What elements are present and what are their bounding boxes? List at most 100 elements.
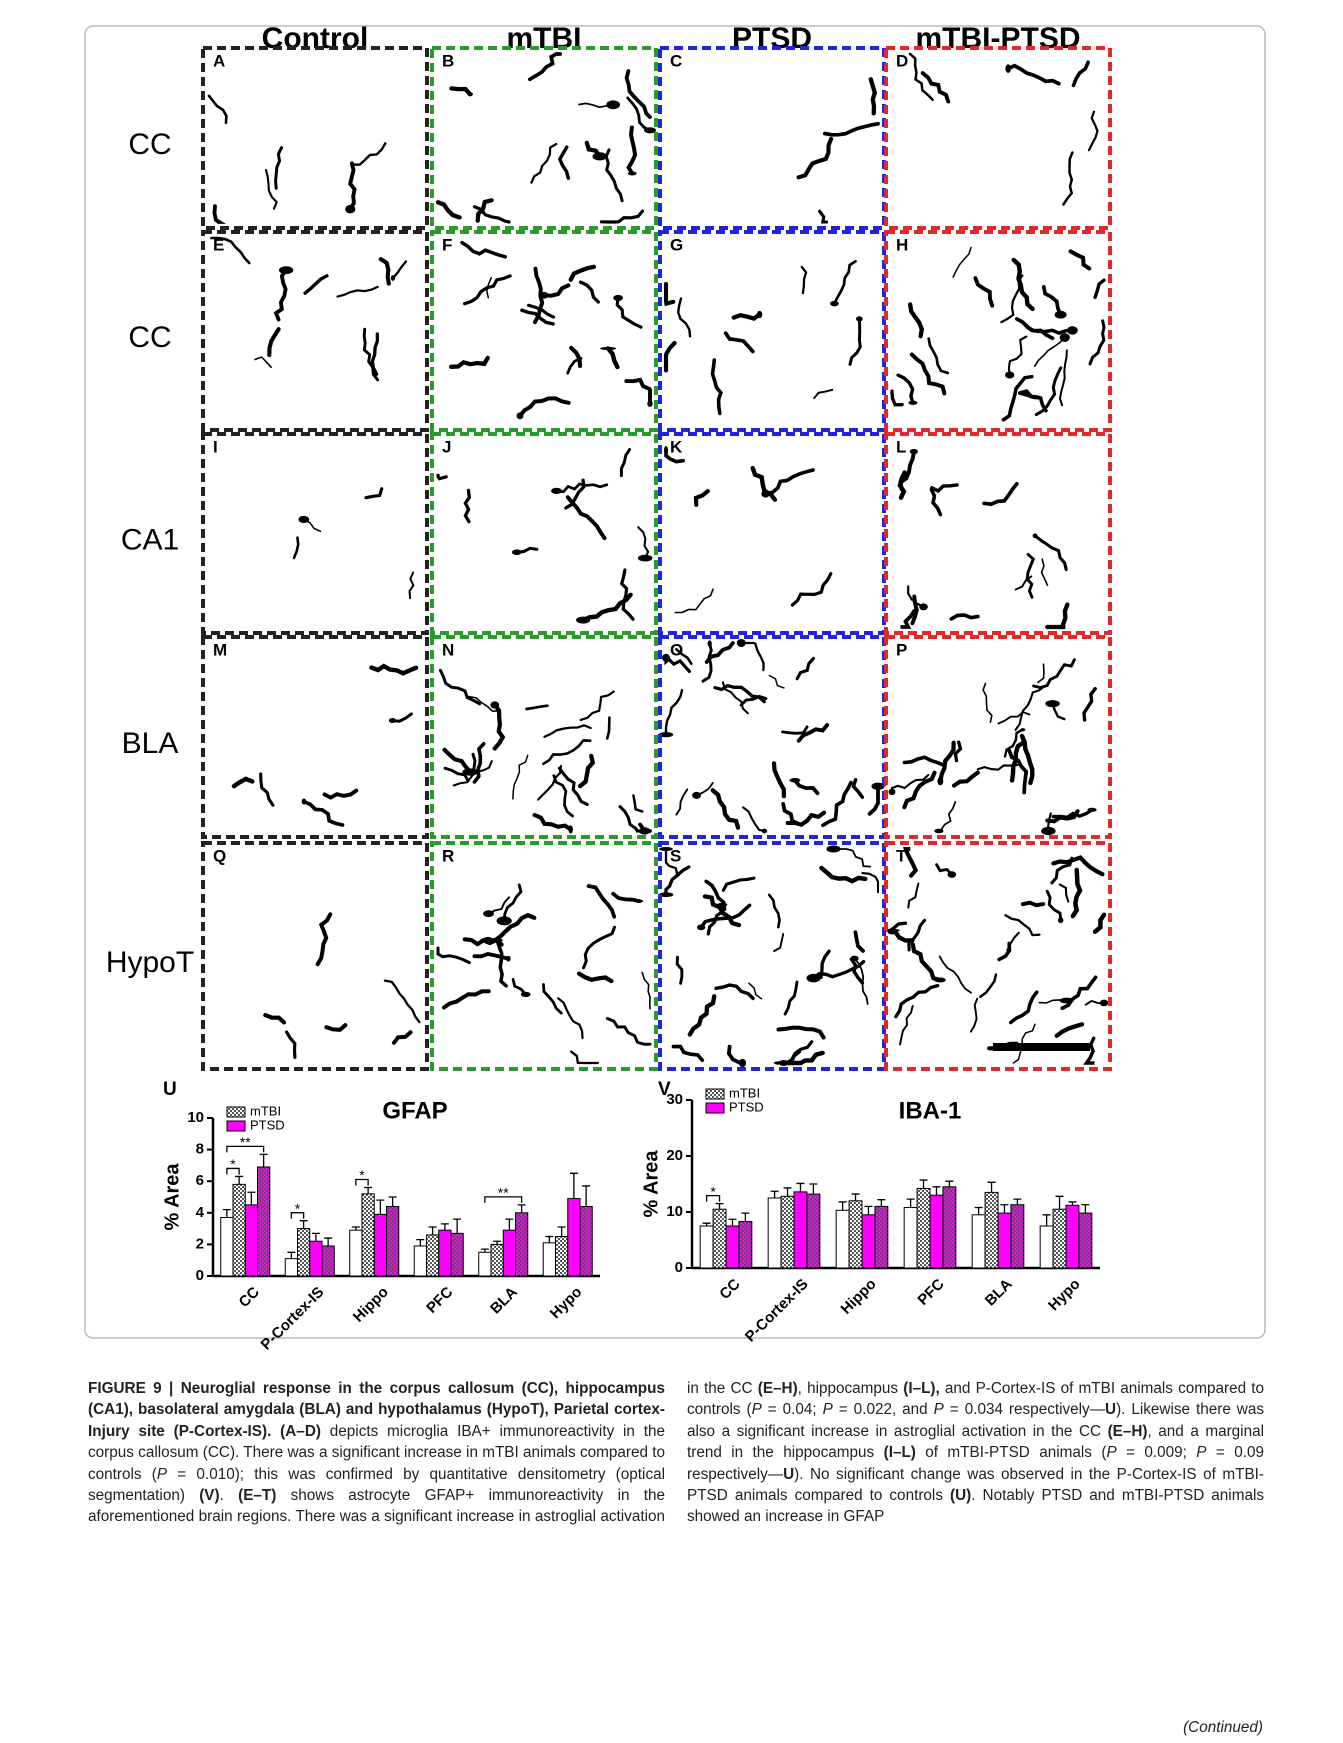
error-bar (945, 1180, 954, 1187)
cell-process (861, 872, 880, 894)
panel-frame (201, 635, 429, 839)
cell-process (702, 894, 742, 928)
y-tick-label: 0 (196, 1267, 204, 1284)
error-bar (809, 1183, 818, 1195)
caption-run: = 0.010); this was confirmed by quantita… (88, 1465, 665, 1505)
cell-process (819, 949, 831, 979)
bar (438, 1229, 452, 1277)
cell-body (919, 603, 928, 611)
cell-body (600, 346, 617, 351)
bar (793, 1191, 808, 1269)
error-bar (987, 1181, 996, 1193)
bar (1039, 1225, 1054, 1269)
caption-run: P (933, 1401, 944, 1419)
panel-frame (658, 635, 886, 839)
panel-frame (430, 841, 658, 1071)
cell-process (324, 1023, 348, 1032)
x-tick-label: Hippo (838, 1276, 880, 1318)
cell-process (671, 1044, 705, 1063)
cell-body (756, 310, 763, 319)
bar (567, 1198, 581, 1277)
cell-body (520, 991, 531, 997)
cell-process (795, 656, 816, 681)
caption: FIGURE 9 | Neuroglial response in the co… (88, 1378, 1264, 1718)
cell-process (903, 846, 919, 878)
cell-process (1068, 249, 1092, 271)
cell-process (543, 724, 592, 738)
cell-process (674, 588, 714, 614)
micrograph (897, 448, 1070, 630)
panel-letter: T (896, 846, 907, 865)
cell-process (908, 302, 925, 339)
bar (220, 1217, 234, 1277)
bar (244, 1204, 259, 1277)
micrograph (884, 846, 1109, 1065)
panel-letter: R (442, 846, 454, 865)
cell-process (687, 994, 717, 1037)
figure-frame (84, 25, 1266, 1339)
cell-body (736, 638, 746, 648)
panel-letter: L (896, 437, 906, 456)
cell-process (675, 788, 689, 816)
cell-process (899, 608, 917, 629)
y-tick-label: 10 (666, 1203, 683, 1220)
cell-process (704, 879, 727, 911)
cell-process (952, 246, 972, 278)
cell-process (605, 346, 620, 370)
significance-label: * (295, 1200, 301, 1216)
cell-process (599, 209, 645, 224)
micrograph (448, 240, 653, 420)
cell-body (934, 828, 944, 834)
panel-letter: V (658, 1079, 671, 1100)
cell-body (663, 445, 669, 455)
cell-process (1050, 856, 1074, 885)
cell-process (532, 812, 573, 832)
cell-process (254, 356, 272, 368)
caption-run: U (783, 1465, 795, 1483)
bar (309, 1240, 323, 1277)
cell-body (947, 871, 957, 878)
cell-process (448, 355, 490, 369)
cell-process (391, 260, 408, 280)
panel-frame (201, 432, 429, 635)
legend-label: mTBI (250, 1103, 281, 1118)
cell-process (953, 740, 963, 763)
error-bar (906, 1198, 915, 1208)
bar (712, 1208, 727, 1269)
cell-process (436, 946, 471, 965)
error-bar (919, 1179, 928, 1189)
panel-frame (430, 432, 658, 635)
cell-process (619, 448, 632, 478)
panel-letter: O (670, 640, 683, 659)
x-tick-label: Hippo (350, 1284, 392, 1326)
y-tick-label: 6 (196, 1172, 204, 1189)
panel-letter: D (896, 51, 908, 70)
error-bar (311, 1232, 320, 1242)
significance-label: * (230, 1156, 236, 1172)
micrograph (436, 448, 653, 624)
cell-process (899, 1004, 914, 1046)
error-bar (416, 1239, 425, 1246)
legend-swatch (226, 1106, 246, 1118)
panel-letter: H (896, 235, 908, 254)
cell-process (750, 465, 778, 502)
significance-bracket (705, 1194, 721, 1202)
row-label: CC (128, 128, 171, 161)
panel-letter: U (163, 1079, 177, 1100)
panel-letter: F (442, 235, 452, 254)
cell-process (1054, 1022, 1085, 1038)
cell-process (615, 296, 643, 329)
micrograph (658, 845, 880, 1068)
cell-process (518, 396, 571, 418)
caption-run: = 0.022, and (832, 1401, 934, 1419)
caption-run: (U) (950, 1487, 972, 1505)
cell-process (853, 930, 865, 953)
cell-process (552, 774, 574, 818)
cell-process (930, 483, 959, 493)
panel-frame (884, 46, 1112, 230)
cell-process (1037, 663, 1045, 684)
y-axis-label: % Area (640, 1150, 662, 1218)
cell-process (1060, 975, 1098, 1010)
cell-body (738, 1058, 747, 1068)
